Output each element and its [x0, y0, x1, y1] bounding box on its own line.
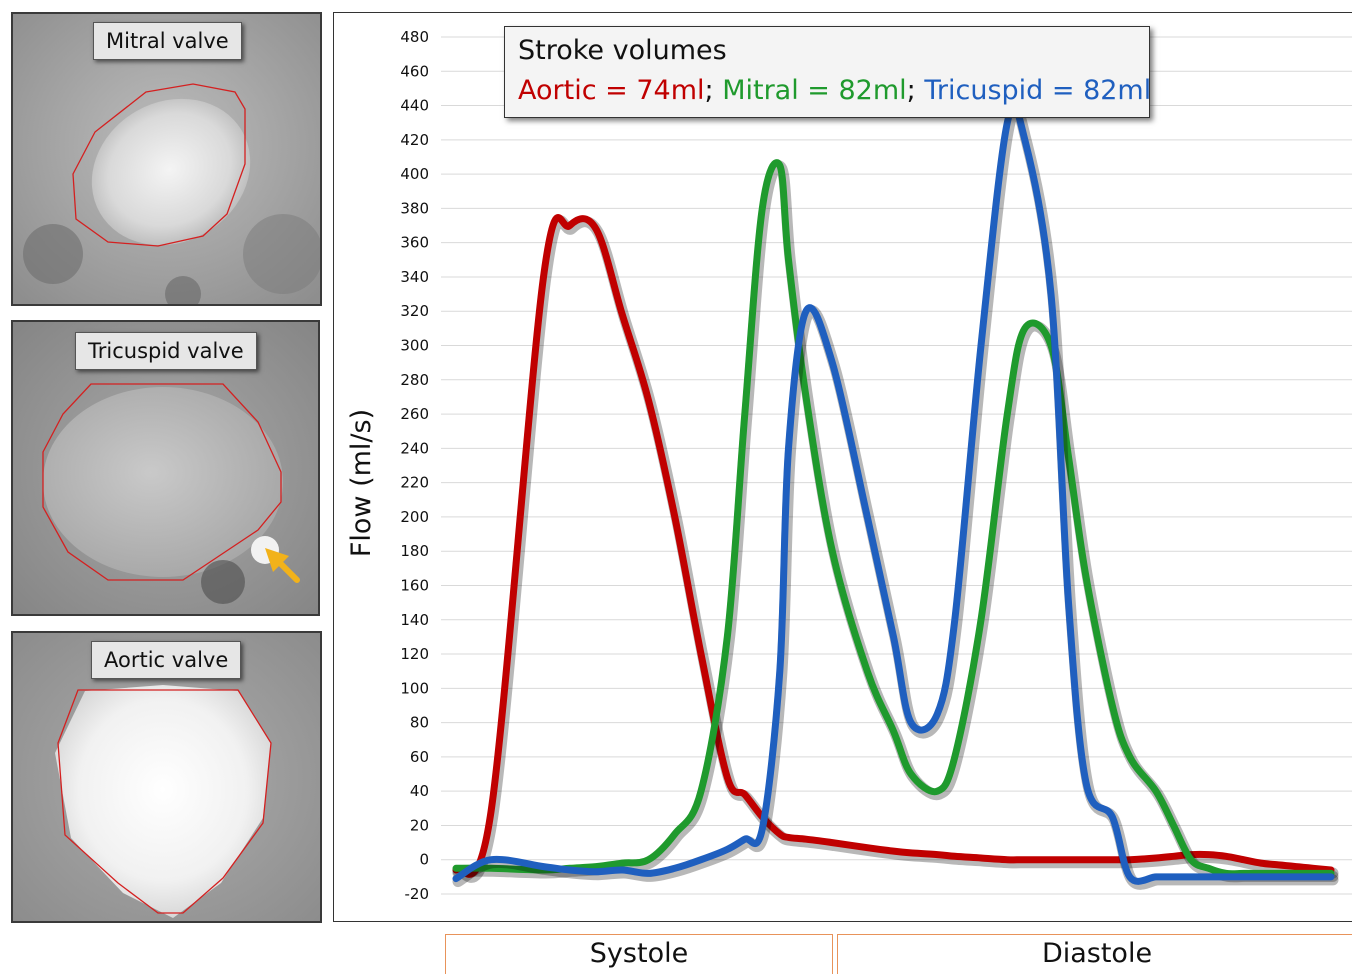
- y-tick-label: 340: [400, 268, 429, 286]
- mitral-valve-mri: [13, 14, 320, 304]
- legend-entry-mitral: Mitral = 82ml: [722, 75, 907, 106]
- y-tick-label: 360: [400, 234, 429, 252]
- y-tick-label: 300: [400, 337, 429, 355]
- y-tick-label: 20: [410, 816, 429, 834]
- mitral-valve-image: Mitral valve: [11, 12, 322, 306]
- y-tick-label: 220: [400, 474, 429, 492]
- y-tick-label: 140: [400, 611, 429, 629]
- series-line-mitral: [452, 159, 1335, 878]
- y-tick-label: 260: [400, 405, 429, 423]
- systole-phase-label: Systole: [445, 934, 833, 974]
- y-tick-label: 100: [400, 679, 429, 697]
- y-tick-label: -20: [405, 885, 430, 903]
- legend-separator: ;: [906, 75, 925, 106]
- flow-chart: -20 0 20 40 60 80 100 120 140 160 180 200 220 240 260 2…: [333, 12, 1352, 922]
- y-tick-label: 380: [400, 199, 429, 217]
- tricuspid-valve-label: Tricuspid valve: [75, 332, 257, 370]
- flow-chart-svg: -20 0 20 40 60 80 100 120 140 160 180 200 220 240 260 2…: [346, 28, 1352, 903]
- series-shadow-mitral: [452, 160, 1339, 883]
- y-tick-label: 440: [400, 97, 429, 115]
- legend-entries: Aortic = 74ml; Mitral = 82ml; Tricuspid …: [518, 75, 1151, 106]
- y-tick-label: 200: [400, 508, 429, 526]
- stroke-volumes-legend: Stroke volumes Aortic = 74ml; Mitral = 8…: [504, 26, 1151, 118]
- y-tick-label: 160: [400, 576, 429, 594]
- aortic-valve-contour: [57, 689, 272, 914]
- y-tick-label: 0: [419, 851, 429, 869]
- diastole-phase-label: Diastole: [837, 934, 1352, 974]
- y-tick-label: 180: [400, 542, 429, 560]
- aortic-valve-image: Aortic valve: [11, 631, 322, 923]
- mitral-valve-contour: [72, 83, 246, 247]
- series-line-tricuspid: [452, 102, 1335, 885]
- tricuspid-valve-contour: [42, 383, 282, 581]
- y-tick-label: 80: [410, 714, 429, 732]
- y-tick-label: 280: [400, 371, 429, 389]
- aortic-valve-label: Aortic valve: [91, 641, 242, 679]
- series-layer: [452, 102, 1339, 890]
- aortic-valve-mri: [13, 633, 320, 921]
- mitral-valve-label: Mitral valve: [93, 22, 242, 60]
- y-tick-label: 60: [410, 748, 429, 766]
- y-tick-label: 320: [400, 302, 429, 320]
- y-tick-label: 460: [400, 62, 429, 80]
- legend-entry-tricuspid: Tricuspid = 82ml: [924, 75, 1152, 106]
- y-tick-label: 120: [400, 645, 429, 663]
- series-shadow-aortic: [452, 215, 1339, 883]
- y-tick-label: 240: [400, 439, 429, 457]
- y-tick-label: 40: [410, 782, 429, 800]
- y-tick-label: 400: [400, 165, 429, 183]
- y-tick-labels: -20 0 20 40 60 80 100 120 140 160 180 200 220 240 260 2…: [400, 28, 429, 903]
- series-line-aortic: [452, 214, 1335, 878]
- tricuspid-valve-image: Tricuspid valve: [11, 320, 320, 616]
- grid-layer: [441, 36, 1352, 895]
- y-axis-label: Flow (ml/s): [346, 409, 377, 557]
- legend-separator: ;: [704, 75, 723, 106]
- legend-title: Stroke volumes: [518, 35, 727, 66]
- tricuspid-valve-mri: [13, 322, 318, 614]
- legend-entry-aortic: Aortic = 74ml: [518, 75, 705, 106]
- y-tick-label: 420: [400, 131, 429, 149]
- arrow-icon: [265, 548, 300, 583]
- y-tick-label: 480: [400, 28, 429, 46]
